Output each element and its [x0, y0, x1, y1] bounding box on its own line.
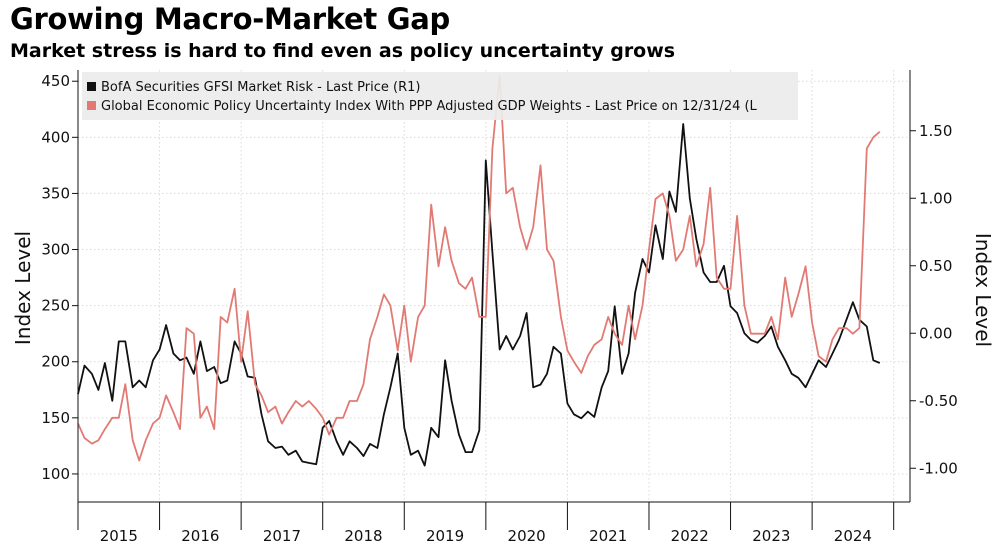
- legend-label-policy-uncertainty: Global Economic Policy Uncertainty Index…: [101, 99, 758, 114]
- chart-title: Growing Macro-Market Gap: [10, 2, 450, 36]
- y-right-tick-label: -1.00: [919, 459, 958, 477]
- x-tick-label: 2016: [181, 527, 219, 545]
- y-left-tick-label: 300: [41, 241, 70, 259]
- y-left-tick-label: 400: [41, 128, 70, 146]
- y-left-tick-label: 200: [41, 353, 70, 371]
- legend-box: [82, 72, 798, 120]
- y-left-tick-label: 350: [41, 184, 70, 202]
- x-tick-label: 2021: [589, 527, 627, 545]
- axes: 100 150 200 250 300 350 400 450 -1.00 -0.50 0.00 0.…: [41, 70, 958, 545]
- y-left-tick-label: 450: [41, 72, 70, 90]
- x-tick-label: 2015: [100, 527, 138, 545]
- y-right-tick-label: 1.00: [919, 189, 952, 207]
- plot-lines: [77, 74, 881, 467]
- legend-swatch-policy-uncertainty: [87, 101, 96, 110]
- y-right-tick-label: 1.50: [919, 122, 952, 140]
- y-axis-right-title: Index Level: [971, 233, 995, 347]
- legend-swatch-market-risk: [87, 82, 96, 91]
- y-axis-left-title: Index Level: [11, 231, 35, 345]
- x-tick-label: 2019: [426, 527, 464, 545]
- y-left-tick-label: 150: [41, 409, 70, 427]
- chart-subtitle: Market stress is hard to find even as po…: [10, 40, 676, 62]
- y-left-tick-label: 250: [41, 297, 70, 315]
- legend: BofA Securities GFSI Market Risk - Last …: [82, 72, 798, 120]
- x-tick-label: 2020: [508, 527, 546, 545]
- x-tick-label: 2023: [752, 527, 790, 545]
- y-left-tick-label: 100: [41, 465, 70, 483]
- x-tick-label: 2017: [263, 527, 301, 545]
- x-tick-label: 2018: [344, 527, 382, 545]
- y-right-tick-label: 0.50: [919, 257, 952, 275]
- x-tick-label: 2024: [834, 527, 872, 545]
- x-tick-label: 2022: [671, 527, 709, 545]
- y-right-tick-label: -0.50: [919, 392, 958, 410]
- legend-label-market-risk: BofA Securities GFSI Market Risk - Last …: [101, 80, 420, 95]
- y-right-tick-label: 0.00: [919, 324, 952, 342]
- series-line-market-risk: [77, 123, 881, 467]
- series-line-policy-uncertainty: [77, 74, 881, 462]
